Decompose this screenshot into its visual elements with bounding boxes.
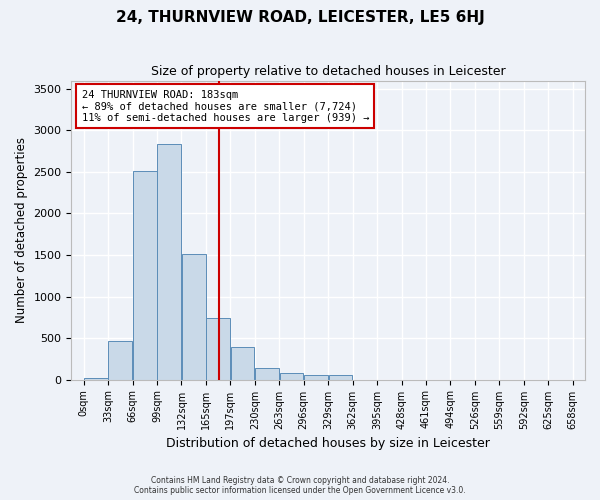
Bar [157, 144, 181, 380]
X-axis label: Distribution of detached houses by size in Leicester: Distribution of detached houses by size … [166, 437, 490, 450]
Bar [182, 254, 206, 380]
Y-axis label: Number of detached properties: Number of detached properties [15, 137, 28, 323]
Title: Size of property relative to detached houses in Leicester: Size of property relative to detached ho… [151, 65, 506, 78]
Bar [329, 375, 352, 380]
Bar [109, 341, 132, 380]
Bar [304, 375, 328, 380]
Bar [255, 368, 279, 380]
Text: 24, THURNVIEW ROAD, LEICESTER, LE5 6HJ: 24, THURNVIEW ROAD, LEICESTER, LE5 6HJ [116, 10, 484, 25]
Bar [206, 318, 230, 380]
Text: 24 THURNVIEW ROAD: 183sqm
← 89% of detached houses are smaller (7,724)
11% of se: 24 THURNVIEW ROAD: 183sqm ← 89% of detac… [82, 90, 369, 122]
Text: Contains HM Land Registry data © Crown copyright and database right 2024.
Contai: Contains HM Land Registry data © Crown c… [134, 476, 466, 495]
Bar [280, 374, 304, 380]
Bar [133, 171, 157, 380]
Bar [84, 378, 108, 380]
Bar [231, 347, 254, 380]
